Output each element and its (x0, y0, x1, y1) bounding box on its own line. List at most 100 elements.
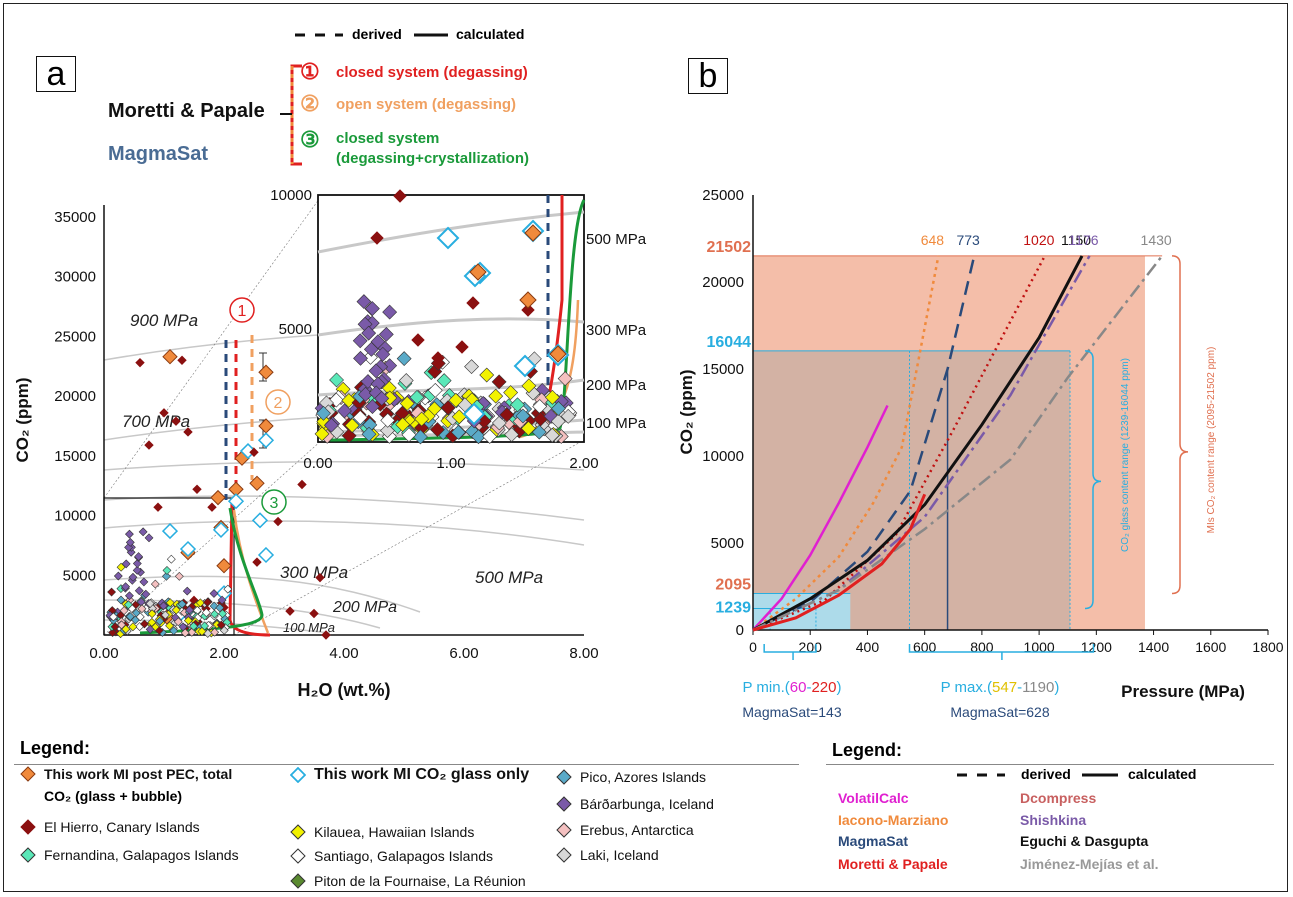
legend-marker-shape (290, 848, 306, 864)
inset-point (521, 378, 537, 394)
inset-point-glass (513, 354, 537, 378)
inset-point (401, 427, 417, 443)
x-tick-label-b: 1800 (1252, 639, 1283, 655)
inset-point-barbarbunga (365, 399, 380, 415)
legend-a-separator (14, 764, 799, 765)
top-legend-calculated: calculated (456, 26, 525, 42)
point-cluster-a (201, 608, 211, 617)
legend-a-item: El Hierro, Canary Islands (20, 819, 200, 835)
y-tick-label-a: 10000 (54, 508, 96, 525)
inset-point (504, 427, 520, 443)
inset-point-barbarbunga (360, 374, 376, 389)
legend-a-label: This work MI CO₂ glass only (314, 766, 530, 783)
inset-point-barbarbunga (375, 346, 391, 362)
point-cluster-a (189, 621, 199, 631)
inset-point (451, 424, 466, 440)
inset-point (520, 421, 536, 436)
inset-point (344, 418, 360, 433)
pmin-label: P min.(60-220) (743, 679, 842, 696)
inset-point (427, 382, 443, 398)
point-barbarbunga (144, 533, 154, 543)
x-tick-label-b: 0 (749, 639, 757, 655)
point-this-work-glass (257, 432, 275, 449)
inset-isobar-label: 300 MPa (586, 322, 647, 339)
inset-isobar-label: 200 MPa (586, 377, 647, 394)
point-el-hierro (309, 608, 319, 619)
pmin-label-part: P min.( (743, 679, 790, 696)
legend-a-item: Piton de la Fournaise, La Réunion (290, 873, 526, 889)
path-number-circle (229, 297, 255, 323)
point-barbarbunga (128, 572, 138, 582)
inset-point-total (519, 291, 537, 309)
point-barbarbunga (125, 537, 135, 547)
inset-point-el-hierro (431, 351, 445, 365)
isobar-label-a: 700 MPa (122, 412, 190, 431)
inset-point-el-hierro (521, 303, 535, 317)
legend-a-item: This work MI CO₂ glass only (290, 766, 529, 784)
point-cluster-a (147, 617, 157, 627)
point-this-work-total (216, 558, 232, 574)
point-cluster-a (177, 599, 187, 609)
highlight-value-label: 21502 (707, 239, 752, 256)
point-el-hierro (207, 502, 217, 512)
inset-point (464, 359, 479, 375)
point-el-hierro (249, 447, 259, 457)
point-cluster-a (160, 610, 170, 620)
point-barbarbunga (132, 565, 142, 575)
legend-b-title: Legend: (832, 740, 902, 760)
inset-point-el-hierro (393, 189, 407, 203)
legend-b-separator (826, 764, 1274, 765)
legend-b-model: Dcompress (1020, 790, 1097, 806)
legend-b-calculated: calculated (1128, 766, 1197, 782)
inset-point (491, 374, 507, 390)
point-el-hierro (297, 479, 307, 490)
inset-point-el-hierro (455, 340, 469, 354)
inset-point-total (469, 263, 487, 281)
y-tick-label-a: 15000 (54, 448, 96, 465)
pmin-magmasat-label: MagmaSat=143 (742, 704, 841, 720)
item1-text: closed system (degassing) (336, 64, 528, 81)
pmax-label-part: ) (1054, 679, 1059, 696)
legend-marker-diamond (20, 847, 36, 863)
point-barbarbunga (141, 589, 151, 599)
inset-point (499, 407, 515, 423)
derived-line-sample (295, 33, 343, 37)
inset-point-total (549, 345, 567, 363)
point-cluster-a (197, 627, 207, 636)
inset-point (328, 392, 344, 408)
x-tick-label-a: 2.00 (209, 645, 238, 662)
point-cluster-a (147, 609, 157, 619)
point-barbarbunga (121, 559, 131, 569)
point-cluster-a (107, 587, 117, 597)
highlight-value-label: 1239 (715, 599, 751, 616)
point-cluster-a (217, 595, 227, 605)
inset-point-glass (462, 402, 486, 426)
x-axis-title-b: Pressure (MPa) (1121, 682, 1245, 701)
x-tick-label-b: 800 (970, 639, 994, 655)
legend-b-derived-sample (957, 773, 1005, 777)
top-legend-derived: derived (352, 26, 402, 42)
legend-marker-shape (556, 796, 572, 812)
point-el-hierro (183, 427, 193, 437)
glass-range-region (753, 350, 1071, 630)
mis-range-label: MIs CO₂ content range (2095-21502 ppm) (1206, 347, 1217, 534)
legend-marker-diamond (20, 819, 36, 835)
inset-point (531, 424, 547, 440)
item1-number: ① (300, 59, 320, 84)
legend-a-label: Pico, Azores Islands (580, 769, 707, 785)
legend-a-label: Piton de la Fournaise, La Réunion (314, 873, 526, 889)
inset-guide-line (233, 439, 585, 636)
point-cluster-a (155, 616, 165, 626)
legend-marker-shape (556, 769, 572, 785)
y-tick-label-b: 15000 (702, 361, 744, 378)
legend-b-derived: derived (1021, 766, 1071, 782)
inset-isobar (317, 210, 585, 254)
legend-a-item: Santiago, Galapagos Islands (290, 848, 493, 864)
moretti-papale-label: Moretti & Papale (108, 100, 265, 122)
inset-point (440, 400, 456, 416)
inset-point (314, 426, 330, 442)
path-number-label: 3 (270, 495, 279, 512)
inset-point (380, 423, 395, 439)
y-tick-label-a: 5000 (63, 567, 96, 584)
magmasat-label: MagmaSat (108, 143, 209, 165)
